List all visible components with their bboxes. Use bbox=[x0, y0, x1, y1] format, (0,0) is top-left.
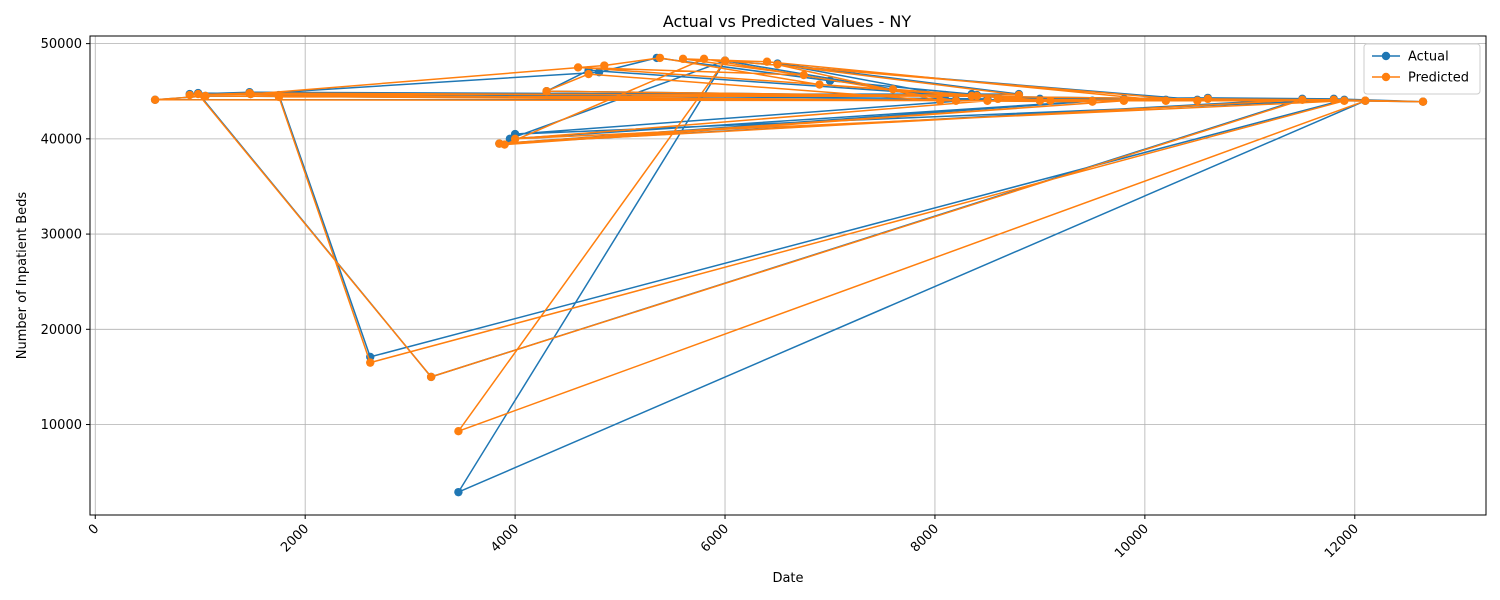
series-predicted bbox=[150, 53, 1428, 436]
data-point bbox=[951, 96, 961, 105]
x-tick-label: 6000 bbox=[698, 521, 732, 555]
data-point bbox=[193, 89, 203, 99]
data-point bbox=[454, 487, 463, 497]
x-tick-label: 2000 bbox=[278, 521, 312, 555]
data-point bbox=[983, 96, 992, 105]
legend-item: Predicted bbox=[1372, 71, 1469, 86]
grid-lines bbox=[90, 36, 1486, 515]
data-point bbox=[573, 63, 583, 72]
data-point bbox=[1088, 97, 1097, 106]
y-tick-label: 30000 bbox=[41, 228, 82, 243]
data-point bbox=[1161, 96, 1171, 105]
data-point bbox=[366, 358, 375, 367]
data-point bbox=[510, 134, 520, 144]
data-point bbox=[825, 76, 835, 85]
legend-item: Actual bbox=[1372, 50, 1449, 65]
y-tick-label: 10000 bbox=[41, 418, 82, 433]
data-point bbox=[600, 61, 609, 70]
data-point bbox=[500, 140, 509, 149]
data-point bbox=[1340, 96, 1349, 105]
series-layer bbox=[150, 53, 1428, 497]
data-point bbox=[1203, 94, 1213, 104]
data-point bbox=[201, 91, 210, 101]
x-axis: 0 2000 4000 6000 8000 10000 12000 bbox=[86, 515, 1362, 561]
data-point bbox=[967, 91, 976, 101]
x-axis-label: Date bbox=[772, 571, 803, 586]
data-point bbox=[720, 56, 730, 65]
data-point bbox=[1329, 95, 1339, 105]
data-point bbox=[542, 87, 551, 96]
data-point bbox=[655, 53, 665, 63]
data-point bbox=[185, 90, 194, 100]
x-tick-label: 4000 bbox=[488, 521, 522, 555]
data-point bbox=[1418, 97, 1428, 106]
data-point bbox=[454, 426, 463, 436]
data-point bbox=[888, 85, 898, 94]
legend-label: Actual bbox=[1408, 50, 1449, 65]
legend-label: Predicted bbox=[1408, 71, 1469, 86]
data-point bbox=[815, 80, 824, 89]
data-point bbox=[1014, 90, 1024, 100]
data-point bbox=[584, 69, 593, 79]
data-point bbox=[1119, 96, 1129, 105]
data-point bbox=[1035, 96, 1045, 105]
data-point bbox=[150, 95, 160, 105]
data-point bbox=[678, 54, 688, 64]
y-axis-label: Number of Inpatient Beds bbox=[15, 192, 30, 360]
data-point bbox=[699, 54, 709, 64]
data-point bbox=[799, 70, 808, 80]
data-point bbox=[762, 57, 772, 66]
x-tick-label: 10000 bbox=[1112, 521, 1152, 561]
chart-title: Actual vs Predicted Values - NY bbox=[663, 12, 911, 31]
series-actual bbox=[150, 53, 1428, 497]
legend-marker bbox=[1381, 51, 1391, 61]
data-point bbox=[246, 89, 255, 99]
data-point bbox=[935, 96, 945, 105]
x-tick-label: 8000 bbox=[908, 521, 942, 555]
legend-marker bbox=[1381, 72, 1391, 82]
legend: Actual Predicted bbox=[1363, 43, 1481, 95]
data-point bbox=[426, 372, 436, 382]
data-point bbox=[1361, 96, 1370, 105]
data-point bbox=[274, 92, 284, 102]
data-point bbox=[773, 60, 782, 69]
x-tick-label: 12000 bbox=[1322, 521, 1362, 561]
data-point bbox=[1046, 96, 1055, 105]
plot-frame bbox=[89, 35, 1487, 516]
y-tick-label: 50000 bbox=[41, 37, 82, 52]
x-tick-label: 0 bbox=[86, 521, 102, 537]
y-tick-label: 40000 bbox=[41, 132, 82, 147]
y-axis: 10000 20000 30000 40000 50000 bbox=[41, 37, 90, 433]
data-point bbox=[993, 94, 1003, 104]
data-point bbox=[1298, 95, 1307, 105]
y-tick-label: 20000 bbox=[41, 323, 82, 338]
data-point bbox=[1193, 96, 1202, 105]
